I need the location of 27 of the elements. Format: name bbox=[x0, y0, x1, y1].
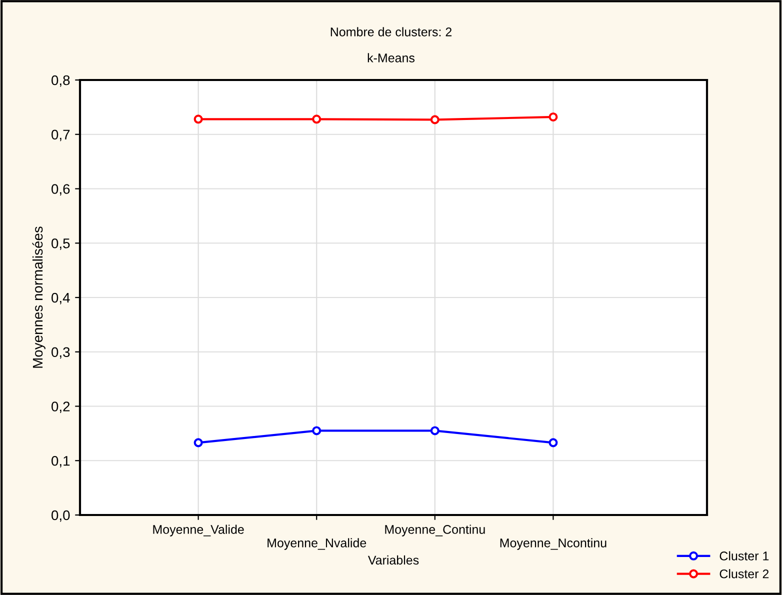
point bbox=[312, 426, 322, 436]
point bbox=[312, 114, 322, 124]
point bbox=[430, 426, 440, 436]
point bbox=[430, 115, 440, 124]
y-axis-title: Moyennes normalisées bbox=[32, 226, 46, 368]
point bbox=[194, 114, 203, 124]
point bbox=[548, 438, 558, 448]
y-tick-label: 0,4 bbox=[52, 292, 70, 304]
legend-label: Cluster 2 bbox=[720, 569, 769, 578]
y-tick-label: 0,1 bbox=[52, 456, 70, 468]
point bbox=[548, 112, 558, 122]
point bbox=[194, 438, 203, 448]
y-tick-label: 0,8 bbox=[52, 75, 70, 87]
x-tick-label: Moyenne_Nvalide bbox=[268, 538, 366, 550]
chart-title: Nombre de clusters: 2 bbox=[330, 27, 452, 36]
y-tick-label: 0,3 bbox=[52, 347, 70, 359]
y-tick-label: 0,7 bbox=[52, 130, 70, 142]
x-axis-title: Variables bbox=[368, 555, 419, 565]
x-tick-label: Moyenne_Valide bbox=[153, 524, 244, 536]
chart-subtitle: k-Means bbox=[368, 53, 415, 62]
y-tick-label: 0,2 bbox=[52, 402, 70, 414]
y-tick-label: 0,5 bbox=[52, 238, 70, 250]
x-tick-label: Moyenne_Ncontinu bbox=[500, 538, 606, 550]
y-tick-label: 0,0 bbox=[52, 510, 70, 522]
x-tick-label: Moyenne_Continu bbox=[385, 524, 485, 536]
y-tick-label: 0,6 bbox=[52, 184, 70, 196]
legend-label: Cluster 1 bbox=[720, 551, 769, 560]
